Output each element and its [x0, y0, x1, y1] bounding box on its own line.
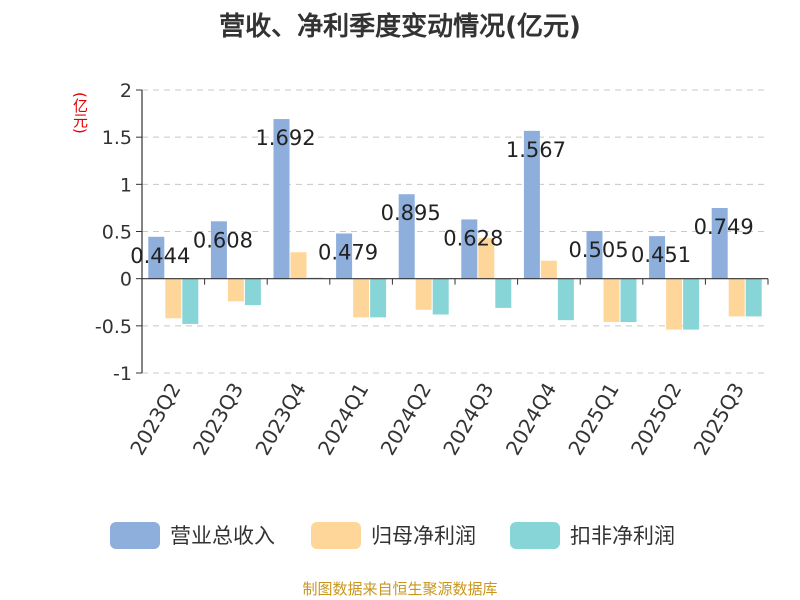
- data-label: 1.692: [255, 126, 315, 150]
- bar-扣非净利润: [370, 278, 387, 318]
- chart-title: 营收、净利季度变动情况(亿元): [219, 12, 581, 42]
- bar-扣非净利润: [745, 278, 762, 317]
- bar-扣非净利润: [244, 278, 261, 306]
- bar-营业总收入: [336, 233, 353, 279]
- bar-扣非净利润: [557, 278, 574, 321]
- bar-归母净利润: [165, 278, 182, 319]
- legend-label: 归母净利润: [371, 524, 476, 548]
- bar-归母净利润: [666, 278, 683, 330]
- bar-归母净利润: [603, 278, 620, 323]
- data-label: 0.895: [381, 201, 441, 225]
- y-tick-label: 2: [120, 80, 132, 102]
- bar-营业总收入: [649, 236, 666, 279]
- data-label: 0.749: [694, 215, 754, 239]
- data-label: 0.479: [318, 240, 378, 264]
- x-category-label: 2024Q4: [501, 379, 561, 460]
- bar-营业总收入: [523, 130, 540, 279]
- legend-swatch: [510, 522, 560, 549]
- bar-归母净利润: [728, 278, 745, 317]
- x-category-label: 2025Q3: [689, 379, 749, 460]
- bar-营业总收入: [586, 231, 603, 279]
- x-category-label: 2025Q1: [563, 379, 623, 460]
- bar-归母净利润: [415, 278, 432, 310]
- x-category-label: 2023Q4: [250, 379, 310, 460]
- data-label: 0.444: [130, 244, 190, 268]
- data-label: 1.567: [506, 138, 566, 162]
- data-label: 0.608: [193, 228, 253, 252]
- bar-扣非净利润: [182, 278, 199, 324]
- bar-归母净利润: [353, 278, 370, 318]
- data-label: 0.451: [631, 243, 691, 267]
- y-tick-label: 1.5: [102, 127, 132, 149]
- bar-营业总收入: [461, 219, 478, 279]
- data-label: 0.628: [443, 226, 503, 250]
- y-tick-label: 1: [120, 174, 132, 196]
- bar-归母净利润: [290, 252, 307, 279]
- y-axis-unit-label: (亿元): [71, 92, 89, 134]
- y-tick-label: 0: [120, 269, 132, 291]
- y-tick-label: 0.5: [102, 222, 132, 244]
- x-category-label: 2024Q1: [313, 379, 373, 460]
- bar-营业总收入: [148, 236, 165, 279]
- x-category-label: 2023Q2: [125, 379, 185, 460]
- bar-营业总收入: [273, 119, 290, 279]
- legend-swatch: [110, 522, 160, 549]
- bar-归母净利润: [540, 260, 557, 279]
- bar-扣非净利润: [620, 278, 637, 323]
- x-category-label: 2024Q2: [376, 379, 436, 460]
- bar-扣非净利润: [495, 278, 512, 308]
- bar-扣非净利润: [432, 278, 449, 315]
- legend-label: 营业总收入: [170, 524, 275, 548]
- x-category-label: 2023Q3: [188, 379, 248, 460]
- bar-归母净利润: [478, 238, 495, 279]
- legend-label: 扣非净利润: [570, 524, 675, 548]
- legend-swatch: [311, 522, 361, 549]
- bar-营业总收入: [711, 208, 728, 279]
- bar-营业总收入: [398, 194, 415, 279]
- y-tick-label: -0.5: [95, 316, 132, 338]
- bar-营业总收入: [210, 221, 227, 279]
- data-source-note: 制图数据来自恒生聚源数据库: [302, 580, 498, 598]
- bar-扣非净利润: [683, 278, 700, 330]
- x-category-label: 2025Q2: [626, 379, 686, 460]
- x-category-label: 2024Q3: [438, 379, 498, 460]
- data-label: 0.505: [568, 238, 628, 262]
- bar-归母净利润: [227, 278, 244, 302]
- y-tick-label: -1: [113, 363, 132, 385]
